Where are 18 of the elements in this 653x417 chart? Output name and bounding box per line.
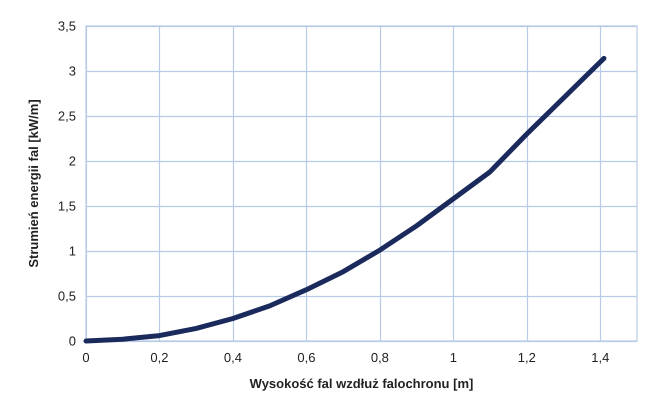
- x-tick-label: 0,2: [150, 350, 169, 365]
- y-tick-label: 0: [68, 334, 76, 348]
- y-tick-label: 3,5: [58, 18, 76, 34]
- y-tick-label: 0,5: [58, 288, 76, 304]
- x-tick-label: 0,4: [224, 350, 242, 365]
- y-tick-label: 2: [68, 154, 76, 168]
- x-tick-label: 1: [450, 350, 457, 365]
- x-axis-title: Wysokość fal wzdłuż falochronu [m]: [250, 376, 474, 391]
- x-tick-label: 1,2: [518, 350, 536, 365]
- x-tick-label: 0: [82, 350, 90, 365]
- y-axis-title: Strumień energii fal [kW/m]: [26, 99, 41, 268]
- x-tick-label: 0,6: [297, 350, 316, 365]
- y-tick-label: 1: [68, 244, 76, 258]
- y-tick-label: 1,5: [58, 198, 76, 214]
- x-tick-label: 0,8: [370, 350, 389, 365]
- y-tick-label: 3: [68, 64, 76, 78]
- x-tick-label: 1,4: [591, 350, 610, 365]
- y-tick-label: 2,5: [58, 108, 76, 124]
